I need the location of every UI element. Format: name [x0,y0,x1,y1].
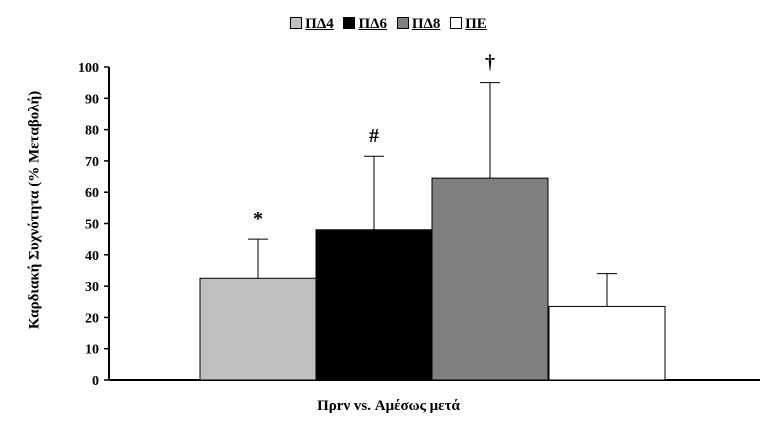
annotation-1: # [369,125,379,147]
bar-0 [199,277,317,381]
y-tick-label-80: 80 [85,124,99,139]
y-tick-label-30: 30 [85,280,99,295]
y-tick-label-40: 40 [85,249,99,264]
y-tick-label-60: 60 [85,186,99,201]
legend: ΠΔ4 ΠΔ6 ΠΔ8 ΠΕ [0,16,777,33]
legend-swatch-pd4 [290,17,303,29]
x-axis-label: Πρrν vs. Αμέσως μετά [317,398,460,414]
bar-3 [548,305,666,381]
legend-item-pe: ΠΕ [450,16,487,33]
y-tick-label-100: 100 [78,61,99,76]
legend-label-pd8: ΠΔ8 [411,16,441,32]
legend-swatch-pd6 [343,17,356,29]
legend-item-pd8: ΠΔ8 [396,16,441,33]
legend-label-pd4: ΠΔ4 [305,16,334,32]
y-tick-label-50: 50 [85,218,99,233]
y-tick-label-90: 90 [85,92,99,107]
legend-swatch-pd8 [396,17,409,29]
bar-1 [315,229,433,381]
legend-item-pd6: ΠΔ6 [343,16,387,33]
legend-swatch-pe [450,17,463,29]
y-tick-label-10: 10 [85,343,99,358]
legend-item-pd4: ΠΔ4 [290,16,334,33]
y-tick-label-20: 20 [85,311,99,326]
annotation-2: † [485,52,495,74]
legend-label-pd6: ΠΔ6 [358,16,388,32]
legend-label-pe: ΠΕ [465,16,487,32]
y-tick-label-0: 0 [92,374,99,389]
y-tick-label-70: 70 [85,155,99,170]
annotation-0: * [253,208,263,230]
bar-2 [431,177,549,381]
